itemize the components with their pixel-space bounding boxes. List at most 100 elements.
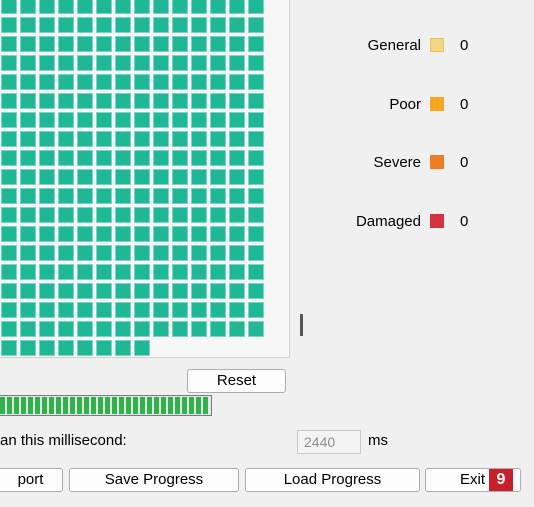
scan-block-cell — [134, 112, 150, 128]
scrollbar-thumb[interactable] — [300, 314, 303, 336]
scan-block-cell — [1, 321, 17, 337]
scan-block-cell — [191, 150, 207, 166]
scan-block-cell — [20, 93, 36, 109]
scan-block-cell — [20, 207, 36, 223]
scan-block-cell — [39, 74, 55, 90]
scan-block-cell — [77, 169, 93, 185]
scan-block-cell — [134, 264, 150, 280]
scan-block-cell — [58, 131, 74, 147]
scan-block-cell — [1, 131, 17, 147]
legend-severe-swatch — [430, 155, 444, 169]
scan-block-cell — [115, 283, 131, 299]
scan-block-cell — [229, 321, 245, 337]
scan-block-cell — [172, 283, 188, 299]
load-progress-button[interactable]: Load Progress — [245, 468, 420, 492]
scan-block-cell — [115, 131, 131, 147]
scan-block-cell — [229, 245, 245, 261]
scan-block-cell — [248, 188, 264, 204]
scan-block-cell — [1, 188, 17, 204]
scan-block-cell — [134, 74, 150, 90]
scan-block-cell — [134, 150, 150, 166]
scan-block-cell — [134, 169, 150, 185]
scan-block-cell — [153, 112, 169, 128]
scan-block-cell — [153, 245, 169, 261]
scan-block-cell — [191, 321, 207, 337]
reset-button[interactable]: Reset — [187, 369, 286, 393]
scan-block-cell — [248, 302, 264, 318]
scan-block-cell — [77, 245, 93, 261]
scan-block-cell — [1, 302, 17, 318]
scan-block-cell — [96, 207, 112, 223]
scan-block-cell — [134, 245, 150, 261]
scan-block-cell — [77, 131, 93, 147]
report-button[interactable]: port — [0, 468, 63, 492]
scan-block-cell — [96, 150, 112, 166]
scan-block-cell — [210, 131, 226, 147]
scan-block-cell — [153, 0, 169, 14]
scan-block-cell — [39, 169, 55, 185]
scan-block-cell — [153, 226, 169, 242]
scan-block-cell — [229, 93, 245, 109]
legend-damaged: Damaged 0 — [300, 212, 500, 232]
scan-block-cell — [96, 245, 112, 261]
legend-poor-swatch — [430, 97, 444, 111]
scan-block-cell — [96, 131, 112, 147]
scan-block-cell — [96, 264, 112, 280]
scan-block-cell — [96, 226, 112, 242]
scan-block-cell — [191, 302, 207, 318]
scan-block-cell — [172, 188, 188, 204]
scan-block-cell — [77, 112, 93, 128]
scan-block-cell — [210, 264, 226, 280]
scan-block-cell — [134, 188, 150, 204]
scan-block-cell — [172, 131, 188, 147]
scan-block-cell — [134, 283, 150, 299]
scan-block-cell — [96, 321, 112, 337]
scan-block-cell — [77, 226, 93, 242]
scan-block-cell — [58, 264, 74, 280]
scan-block-cell — [229, 74, 245, 90]
threshold-ms-input[interactable] — [297, 430, 361, 454]
scan-block-cell — [58, 245, 74, 261]
scan-block-cell — [191, 74, 207, 90]
scan-block-cell — [191, 93, 207, 109]
scan-block-cell — [1, 226, 17, 242]
scan-block-cell — [20, 283, 36, 299]
legend-severe-label: Severe — [373, 154, 421, 171]
scan-block-cell — [58, 321, 74, 337]
scan-block-cell — [210, 283, 226, 299]
scan-block-cell — [153, 207, 169, 223]
scan-block-cell — [248, 74, 264, 90]
threshold-label: an this millisecond: — [0, 432, 127, 449]
scan-block-cell — [77, 17, 93, 33]
scan-block-cell — [153, 264, 169, 280]
scan-block-cell — [191, 169, 207, 185]
scan-block-cell — [248, 283, 264, 299]
scan-block-cell — [248, 169, 264, 185]
scan-block-cell — [248, 321, 264, 337]
scan-block-cell — [134, 226, 150, 242]
scan-block-cell — [153, 93, 169, 109]
scan-block-cell — [153, 55, 169, 71]
scan-block-cell — [153, 74, 169, 90]
scan-block-cell — [115, 226, 131, 242]
scan-block-cell — [96, 55, 112, 71]
scan-block-cell — [115, 207, 131, 223]
scan-block-cell — [39, 340, 55, 356]
scan-block-panel — [0, 0, 290, 358]
scan-block-cell — [115, 302, 131, 318]
scan-block-cell — [229, 169, 245, 185]
scan-block-cell — [210, 17, 226, 33]
scan-block-cell — [248, 36, 264, 52]
scan-block-cell — [39, 93, 55, 109]
scan-block-cell — [210, 245, 226, 261]
scan-block-cell — [58, 302, 74, 318]
scan-block-cell — [1, 340, 17, 356]
legend-poor: Poor 0 — [300, 95, 500, 115]
save-progress-button[interactable]: Save Progress — [69, 468, 239, 492]
scan-block-cell — [153, 131, 169, 147]
scan-block-cell — [153, 283, 169, 299]
scan-block-cell — [248, 55, 264, 71]
scan-block-cell — [248, 112, 264, 128]
scan-block-cell — [172, 55, 188, 71]
scan-block-cell — [115, 93, 131, 109]
